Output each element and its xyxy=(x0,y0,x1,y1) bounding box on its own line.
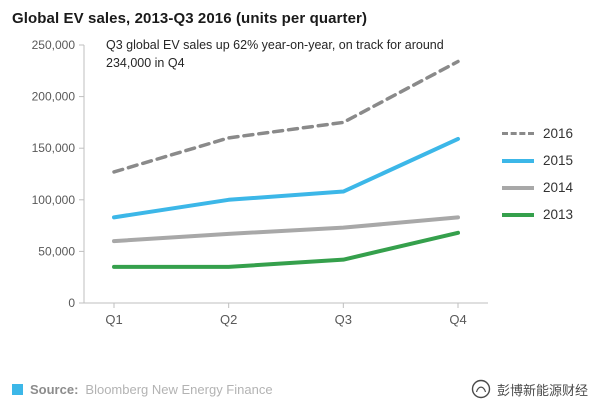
legend-item-2015: 2015 xyxy=(502,153,573,168)
legend-swatch-2016 xyxy=(502,132,534,135)
y-tick-label: 0 xyxy=(68,296,75,310)
series-line-2014 xyxy=(112,215,460,244)
chart-annotation: Q3 global EV sales up 62% year-on-year, … xyxy=(106,38,444,70)
x-tick-label: Q3 xyxy=(335,312,352,327)
seal-icon xyxy=(471,379,491,399)
series-line-2015 xyxy=(112,136,460,220)
chart-area: Q3 global EV sales up 62% year-on-year, … xyxy=(10,31,496,337)
legend-swatch-2014 xyxy=(502,185,534,190)
y-tick-label: 150,000 xyxy=(32,141,76,155)
chart-title: Global EV sales, 2013-Q3 2016 (units per… xyxy=(12,10,368,27)
legend-swatch-2015 xyxy=(502,158,534,163)
y-tick-label: 50,000 xyxy=(38,244,75,258)
footer: Source: Bloomberg New Energy Finance 彭博新… xyxy=(10,375,590,405)
legend-label-2015: 2015 xyxy=(543,153,574,168)
accent-square-icon xyxy=(12,383,23,395)
source-note: Source: Bloomberg New Energy Finance xyxy=(12,382,273,397)
legend-swatch-2013 xyxy=(502,212,534,217)
legend-item-2016: 2016 xyxy=(502,126,573,141)
x-tick-label: Q4 xyxy=(449,312,466,327)
legend-label-2014: 2014 xyxy=(543,180,574,195)
x-tick-label: Q2 xyxy=(220,312,237,327)
legend-label-2016: 2016 xyxy=(543,126,574,141)
series-line-2016 xyxy=(112,59,460,174)
y-tick-label: 250,000 xyxy=(32,38,76,52)
source-label: Source: xyxy=(30,381,79,397)
legend-item-2013: 2013 xyxy=(502,207,573,222)
brand: 彭博新能源财经 xyxy=(471,379,588,399)
y-tick-label: 100,000 xyxy=(32,193,76,207)
line-chart: 0 50,000 100,000 150,000 200,000 250,000 Q1 Q2 Q… xyxy=(32,38,488,327)
chart-row: Q3 global EV sales up 62% year-on-year, … xyxy=(10,31,590,337)
brand-text: 彭博新能源财经 xyxy=(496,382,588,398)
series-line-2013 xyxy=(112,230,460,269)
chart-legend: 2016 2015 2014 2013 xyxy=(502,126,573,337)
source-value: Bloomberg New Energy Finance xyxy=(85,381,273,397)
legend-label-2013: 2013 xyxy=(543,207,574,222)
y-tick-label: 200,000 xyxy=(32,90,76,104)
x-tick-label: Q1 xyxy=(105,312,122,327)
legend-item-2014: 2014 xyxy=(502,180,573,195)
